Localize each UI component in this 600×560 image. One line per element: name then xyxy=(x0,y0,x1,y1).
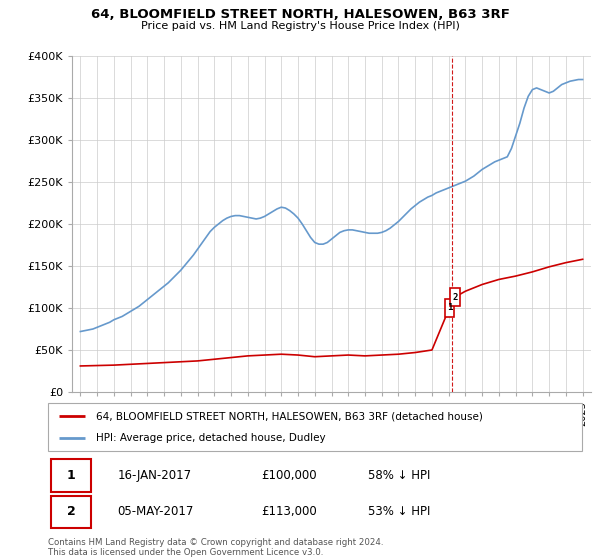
Text: HPI: Average price, detached house, Dudley: HPI: Average price, detached house, Dudl… xyxy=(96,433,326,443)
Text: 1: 1 xyxy=(67,469,76,482)
Bar xyxy=(445,299,454,317)
Bar xyxy=(450,288,460,306)
FancyBboxPatch shape xyxy=(48,403,582,451)
Text: 1: 1 xyxy=(446,304,452,312)
Text: 05-MAY-2017: 05-MAY-2017 xyxy=(118,506,194,519)
Text: 64, BLOOMFIELD STREET NORTH, HALESOWEN, B63 3RF (detached house): 64, BLOOMFIELD STREET NORTH, HALESOWEN, … xyxy=(96,411,483,421)
Text: £100,000: £100,000 xyxy=(262,469,317,482)
Text: 58% ↓ HPI: 58% ↓ HPI xyxy=(368,469,431,482)
Text: 64, BLOOMFIELD STREET NORTH, HALESOWEN, B63 3RF: 64, BLOOMFIELD STREET NORTH, HALESOWEN, … xyxy=(91,8,509,21)
Text: Contains HM Land Registry data © Crown copyright and database right 2024.
This d: Contains HM Land Registry data © Crown c… xyxy=(48,538,383,557)
Text: 53% ↓ HPI: 53% ↓ HPI xyxy=(368,506,431,519)
Bar xyxy=(50,496,91,528)
Text: £113,000: £113,000 xyxy=(262,506,317,519)
Text: 2: 2 xyxy=(452,292,458,302)
Text: Price paid vs. HM Land Registry's House Price Index (HPI): Price paid vs. HM Land Registry's House … xyxy=(140,21,460,31)
Bar xyxy=(50,459,91,492)
Text: 2: 2 xyxy=(67,506,76,519)
Text: 16-JAN-2017: 16-JAN-2017 xyxy=(118,469,191,482)
